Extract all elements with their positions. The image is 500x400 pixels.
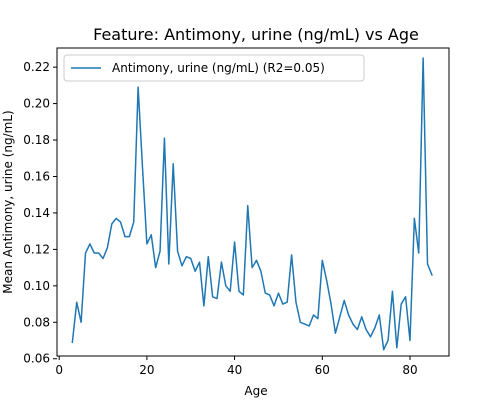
chart-title: Feature: Antimony, urine (ng/mL) vs Age (93, 25, 419, 44)
y-axis-label: Mean Antimony, urine (ng/mL) (1, 110, 15, 293)
y-tick-label: 0.08 (23, 315, 50, 329)
y-tick-label: 0.06 (23, 352, 50, 366)
y-tick-label: 0.12 (23, 242, 50, 256)
plot-frame (56, 47, 450, 357)
y-tick-label: 0.14 (23, 206, 50, 220)
legend: Antimony, urine (ng/mL) (R2=0.05) (63, 54, 365, 82)
y-tick-label: 0.10 (23, 279, 50, 293)
x-axis-ticks: 0 20 40 60 80 (55, 356, 418, 377)
y-axis-ticks: 0.06 0.08 0.10 0.12 0.14 0.16 0.18 0.20 0.22 (23, 60, 57, 366)
x-axis-label: Age (244, 384, 267, 398)
y-tick-label: 0.22 (23, 60, 50, 74)
x-tick-label: 0 (55, 363, 63, 377)
series-line (71, 57, 433, 351)
x-tick-label: 60 (315, 363, 330, 377)
y-tick-label: 0.20 (23, 97, 50, 111)
x-tick-label: 40 (227, 363, 242, 377)
x-tick-label: 20 (139, 363, 154, 377)
legend-box (63, 54, 365, 82)
y-tick-label: 0.18 (23, 133, 50, 147)
series-group (71, 57, 433, 351)
x-tick-label: 80 (402, 363, 417, 377)
y-tick-label: 0.16 (23, 169, 50, 183)
legend-entry-label: Antimony, urine (ng/mL) (R2=0.05) (112, 61, 325, 75)
